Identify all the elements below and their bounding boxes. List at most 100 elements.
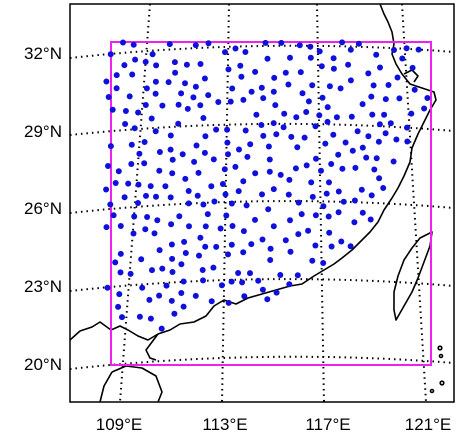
- station-dot: [396, 95, 403, 102]
- station-dot: [281, 110, 288, 117]
- station-dot: [141, 139, 148, 145]
- station-dot: [152, 90, 159, 97]
- station-dot: [258, 122, 265, 128]
- station-dot: [316, 112, 323, 119]
- small-island: [439, 380, 445, 386]
- station-dot: [266, 168, 273, 175]
- station-dot: [200, 201, 207, 208]
- station-dot: [303, 109, 310, 115]
- station-dot: [172, 69, 179, 76]
- station-dot: [229, 223, 236, 229]
- station-dot: [237, 62, 244, 69]
- station-dot: [169, 170, 176, 177]
- station-dot: [235, 270, 242, 276]
- station-dot: [309, 257, 316, 264]
- station-dot: [241, 293, 248, 300]
- station-dot: [328, 243, 335, 250]
- station-dot: [264, 296, 271, 303]
- station-dot: [409, 64, 416, 71]
- lat-label-29: 29°N: [24, 122, 62, 141]
- station-dot: [171, 310, 178, 317]
- station-dot: [242, 49, 249, 55]
- station-dot: [286, 176, 293, 183]
- station-dot: [169, 269, 176, 275]
- station-dot: [186, 223, 192, 230]
- station-dot: [120, 39, 126, 46]
- station-dot: [122, 121, 129, 127]
- station-dot: [259, 286, 266, 293]
- station-dot: [219, 181, 226, 187]
- station-dot: [312, 242, 319, 249]
- station-dot: [218, 282, 225, 289]
- station-dot: [146, 296, 153, 303]
- station-dot: [153, 62, 160, 69]
- station-dot: [169, 156, 176, 163]
- station-dot: [348, 113, 355, 120]
- station-dot: [424, 95, 431, 101]
- lon-label-109: 109°E: [96, 415, 143, 434]
- station-dot: [324, 118, 331, 125]
- station-dot: [128, 141, 135, 148]
- station-dot: [151, 230, 158, 237]
- small-island: [437, 345, 443, 351]
- station-dot: [211, 198, 218, 205]
- station-dot: [382, 96, 389, 103]
- station-dot: [136, 313, 143, 320]
- station-dot: [287, 54, 293, 61]
- station-dot: [178, 290, 185, 296]
- station-dot: [213, 126, 220, 133]
- station-dot: [297, 69, 304, 76]
- station-dot: [127, 270, 134, 277]
- station-dot: [154, 217, 161, 224]
- station-dot: [267, 257, 274, 263]
- station-dot: [121, 62, 128, 69]
- station-dot: [130, 230, 137, 237]
- station-dot: [324, 104, 331, 111]
- station-dot: [162, 183, 169, 190]
- station-dot: [105, 94, 112, 100]
- station-dot: [260, 95, 267, 102]
- station-dot: [103, 186, 110, 193]
- station-dot: [182, 80, 188, 87]
- station-dot: [131, 213, 138, 220]
- station-dot: [215, 99, 222, 105]
- station-dot: [301, 134, 308, 141]
- station-dot: [273, 131, 280, 138]
- lat-label-26: 26°N: [24, 199, 62, 218]
- station-dot: [266, 156, 273, 163]
- station-dot: [159, 265, 166, 272]
- station-dot: [142, 58, 149, 65]
- station-dot: [194, 192, 201, 199]
- station-dot: [278, 39, 285, 46]
- station-dot: [265, 206, 272, 213]
- mainland-coastline: [69, 3, 437, 341]
- station-dot: [286, 281, 293, 288]
- station-dot: [148, 115, 155, 122]
- station-dot: [112, 180, 119, 186]
- hainan-island: [99, 365, 163, 403]
- station-dot: [183, 61, 190, 68]
- station-dot: [287, 248, 294, 255]
- station-dot: [169, 255, 176, 262]
- station-dot: [112, 259, 119, 266]
- station-dot: [197, 234, 204, 241]
- station-dot: [107, 51, 114, 58]
- station-dot: [225, 299, 232, 306]
- station-dot: [232, 45, 239, 52]
- station-dot: [294, 144, 301, 151]
- station-dot: [144, 214, 151, 220]
- station-dot: [175, 101, 182, 108]
- station-dot: [260, 132, 267, 139]
- station-dot: [217, 225, 224, 232]
- station-dot: [368, 192, 375, 199]
- station-dot: [252, 216, 258, 223]
- station-dot: [285, 81, 292, 88]
- station-dot: [202, 133, 209, 140]
- station-dot: [224, 126, 231, 133]
- station-dot: [339, 39, 346, 46]
- station-dot: [167, 132, 174, 139]
- station-dot: [318, 167, 324, 174]
- station-dot: [312, 212, 319, 219]
- station-dot: [240, 96, 247, 103]
